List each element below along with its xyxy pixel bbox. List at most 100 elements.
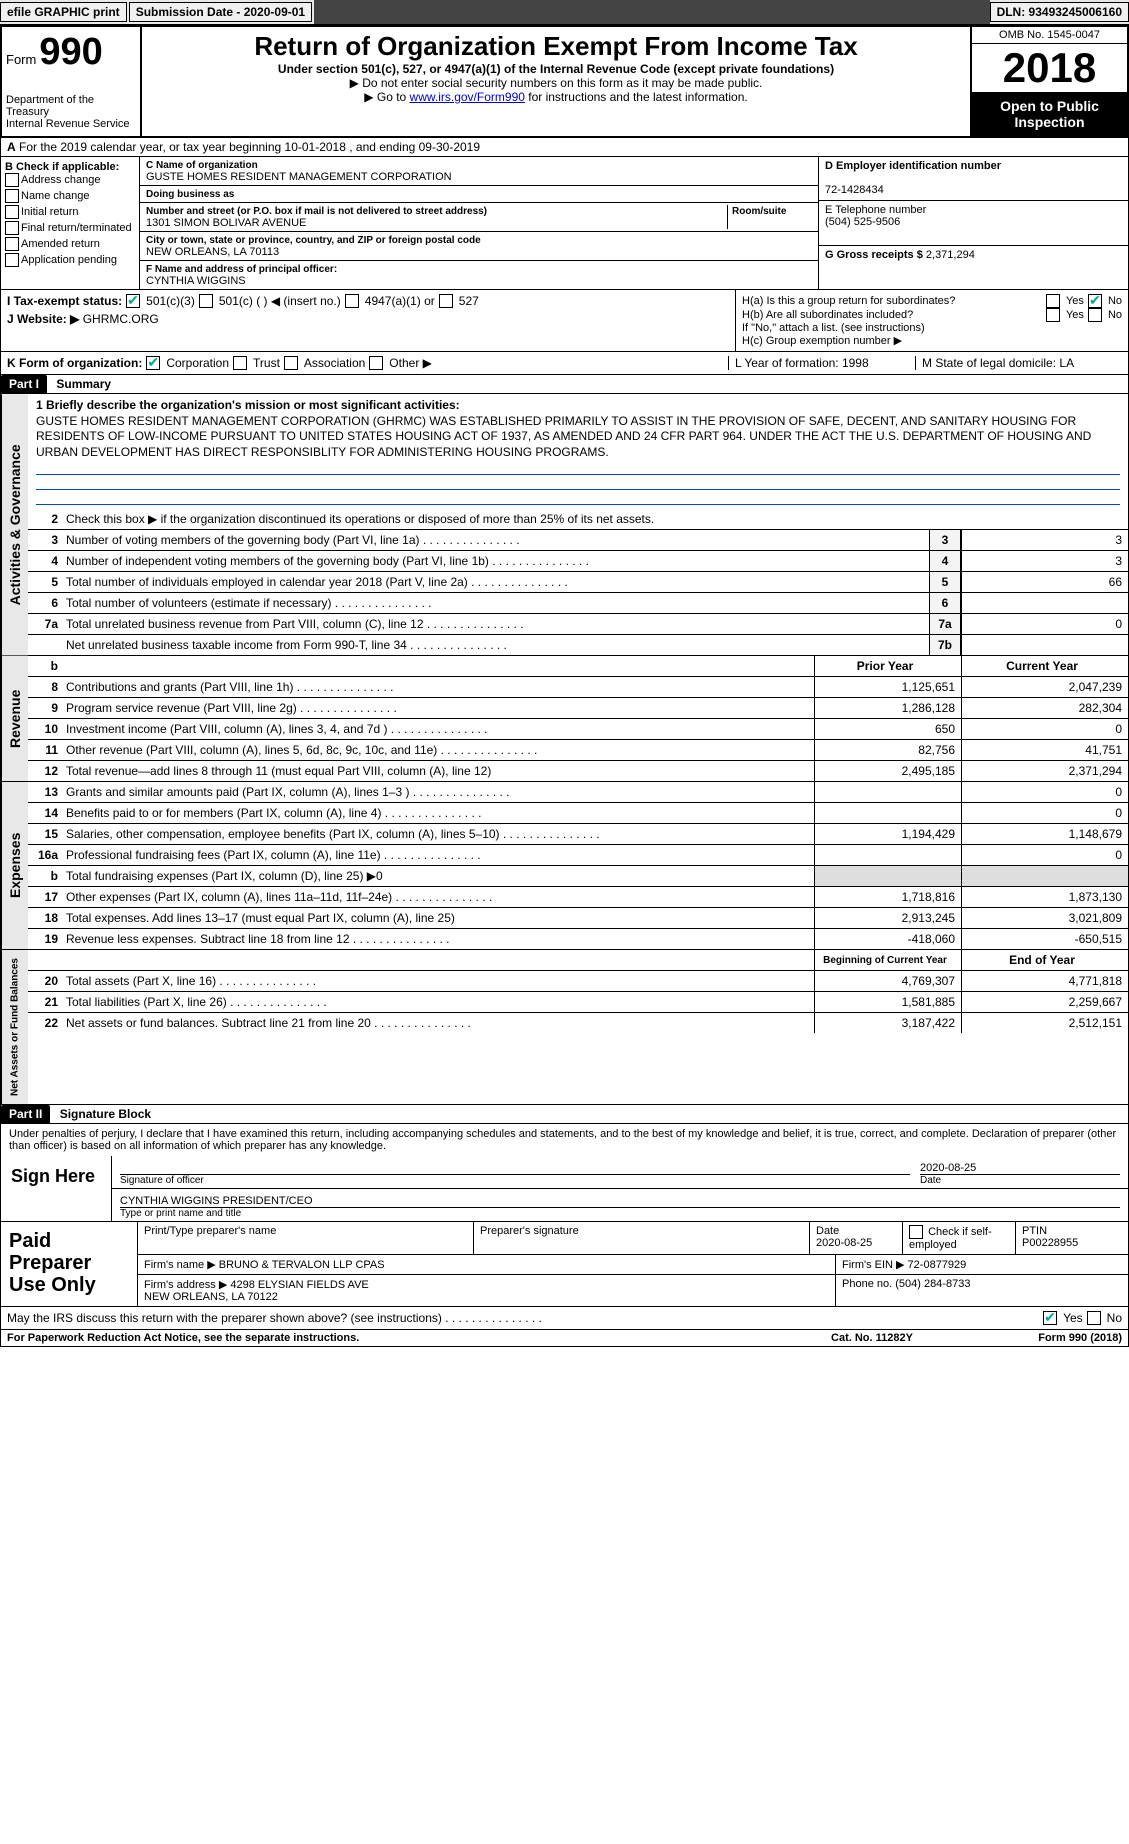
line18: Total expenses. Add lines 13–17 (must eq… (64, 911, 814, 925)
firm-name: Firm's name ▶ BRUNO & TERVALON LLP CPAS (138, 1255, 836, 1274)
sidebar-expenses: Expenses (1, 782, 28, 949)
row-a-text: For the 2019 calendar year, or tax year … (19, 140, 480, 154)
submission-date: Submission Date - 2020-09-01 (129, 2, 312, 22)
addr-lbl: Number and street (or P.O. box if mail i… (146, 206, 487, 217)
city: NEW ORLEANS, LA 70113 (146, 246, 279, 258)
tax-year: 2018 (972, 44, 1127, 92)
website-lbl: J Website: ▶ (7, 312, 79, 326)
efile-btn[interactable]: efile GRAPHIC print (0, 2, 127, 22)
omb-number: OMB No. 1545-0047 (972, 27, 1127, 44)
cb-other[interactable] (369, 356, 383, 370)
sidebar-net-assets: Net Assets or Fund Balances (1, 950, 28, 1104)
year-formation: L Year of formation: 1998 (728, 356, 915, 370)
paid-preparer: Paid Preparer Use Only (1, 1222, 138, 1306)
public-inspection: Open to Public Inspection (972, 92, 1127, 136)
line17: Other expenses (Part IX, column (A), lin… (64, 890, 814, 904)
line21: Total liabilities (Part X, line 26) (64, 995, 814, 1009)
firm-addr: Firm's address ▶ 4298 ELYSIAN FIELDS AVE (144, 1279, 369, 1291)
top-bar: efile GRAPHIC print Submission Date - 20… (0, 0, 1129, 25)
hdr-end: End of Year (961, 950, 1128, 970)
date-lbl: Date (920, 1174, 1120, 1186)
cb-assoc[interactable] (284, 356, 298, 370)
addr: 1301 SIMON BOLIVAR AVENUE (146, 217, 306, 229)
footer-mid: Cat. No. 11282Y (772, 1332, 972, 1344)
cb-trust[interactable] (233, 356, 247, 370)
discuss-q: May the IRS discuss this return with the… (7, 1311, 1039, 1325)
line20: Total assets (Part X, line 16) (64, 974, 814, 988)
prep-sig-lbl: Preparer's signature (474, 1222, 810, 1254)
cb-hb-yes[interactable] (1046, 308, 1060, 322)
sidebar-revenue: Revenue (1, 656, 28, 781)
sidebar-governance: Activities & Governance (1, 394, 28, 655)
gross-lbl: G Gross receipts $ (825, 249, 923, 261)
cb-discuss-no[interactable] (1087, 1311, 1101, 1325)
firm-phone: Phone no. (504) 284-8733 (836, 1275, 1128, 1306)
form-header: Form 990 Department of the Treasury Inte… (0, 25, 1129, 138)
form990-link[interactable]: www.irs.gov/Form990 (410, 90, 525, 104)
line10: Investment income (Part VIII, column (A)… (64, 722, 814, 736)
goto-post: for instructions and the latest informat… (525, 90, 748, 104)
cb-hb-no[interactable] (1088, 308, 1102, 322)
footer-right: Form 990 (2018) (972, 1332, 1122, 1344)
cb-address-change[interactable]: Address change (5, 173, 135, 187)
ha-lbl: H(a) Is this a group return for subordin… (742, 295, 1042, 307)
ptin-lbl: PTIN (1022, 1225, 1047, 1237)
org-form-lbl: K Form of organization: (7, 356, 142, 370)
line11: Other revenue (Part VIII, column (A), li… (64, 743, 814, 757)
form-subtitle-3: Go to www.irs.gov/Form990 for instructio… (146, 90, 966, 104)
sign-here: Sign Here (1, 1156, 112, 1221)
line16a: Professional fundraising fees (Part IX, … (64, 848, 814, 862)
hdr-curr: Current Year (961, 656, 1128, 676)
row-a: A For the 2019 calendar year, or tax yea… (0, 138, 1129, 157)
org-name: GUSTE HOMES RESIDENT MANAGEMENT CORPORAT… (146, 171, 452, 183)
col-b: B Check if applicable: Address change Na… (1, 157, 140, 289)
mission-lbl: 1 Briefly describe the organization's mi… (36, 398, 460, 412)
sig-name: CYNTHIA WIGGINS PRESIDENT/CEO (120, 1195, 313, 1207)
form-label: Form (6, 52, 36, 67)
line13: Grants and similar amounts paid (Part IX… (64, 785, 814, 799)
line6: Total number of volunteers (estimate if … (64, 596, 929, 610)
line22: Net assets or fund balances. Subtract li… (64, 1016, 814, 1030)
cb-self-employed[interactable] (909, 1225, 923, 1239)
line19: Revenue less expenses. Subtract line 18 … (64, 932, 814, 946)
ptin: P00228955 (1022, 1237, 1078, 1249)
officer-lbl: F Name and address of principal officer: (146, 264, 337, 275)
tel-lbl: E Telephone number (825, 204, 926, 216)
cb-amended-return[interactable]: Amended return (5, 237, 135, 251)
firm-addr2: NEW ORLEANS, LA 70122 (144, 1291, 278, 1303)
form-subtitle-2: Do not enter social security numbers on … (146, 76, 966, 90)
form-title: Return of Organization Exempt From Incom… (146, 31, 966, 62)
cb-501c[interactable] (199, 294, 213, 308)
line4: Number of independent voting members of … (64, 554, 929, 568)
cb-527[interactable] (439, 294, 453, 308)
line2: Check this box ▶ if the organization dis… (64, 512, 1128, 526)
goto-pre: Go to (377, 90, 410, 104)
cb-discuss-yes[interactable] (1043, 1311, 1057, 1325)
line12: Total revenue—add lines 8 through 11 (mu… (64, 764, 814, 778)
part2-title: Signature Block (60, 1107, 151, 1121)
part2-hdr: Part II (1, 1105, 50, 1123)
hdr-beg: Beginning of Current Year (814, 950, 961, 970)
cb-4947[interactable] (345, 294, 359, 308)
cb-ha-no[interactable] (1088, 294, 1102, 308)
cb-corp[interactable] (146, 356, 160, 370)
gross: 2,371,294 (926, 249, 975, 261)
cb-initial-return[interactable]: Initial return (5, 205, 135, 219)
line14: Benefits paid to or for members (Part IX… (64, 806, 814, 820)
dept-label: Department of the Treasury (6, 94, 136, 118)
form-number: 990 (39, 31, 102, 73)
website: GHRMC.ORG (83, 312, 159, 326)
line7b: Net unrelated business taxable income fr… (64, 638, 929, 652)
cb-application-pending[interactable]: Application pending (5, 253, 135, 267)
topbar-spacer (314, 0, 989, 24)
tax-status-lbl: I Tax-exempt status: (7, 294, 122, 308)
cb-501c3[interactable] (126, 294, 140, 308)
mission-text: GUSTE HOMES RESIDENT MANAGEMENT CORPORAT… (36, 414, 1091, 459)
line16b: Total fundraising expenses (Part IX, col… (64, 869, 814, 883)
ein-lbl: D Employer identification number (825, 160, 1001, 172)
cb-ha-yes[interactable] (1046, 294, 1060, 308)
ein: 72-1428434 (825, 184, 884, 196)
prep-date-lbl: Date (816, 1225, 839, 1237)
cb-final-return[interactable]: Final return/terminated (5, 221, 135, 235)
cb-name-change[interactable]: Name change (5, 189, 135, 203)
